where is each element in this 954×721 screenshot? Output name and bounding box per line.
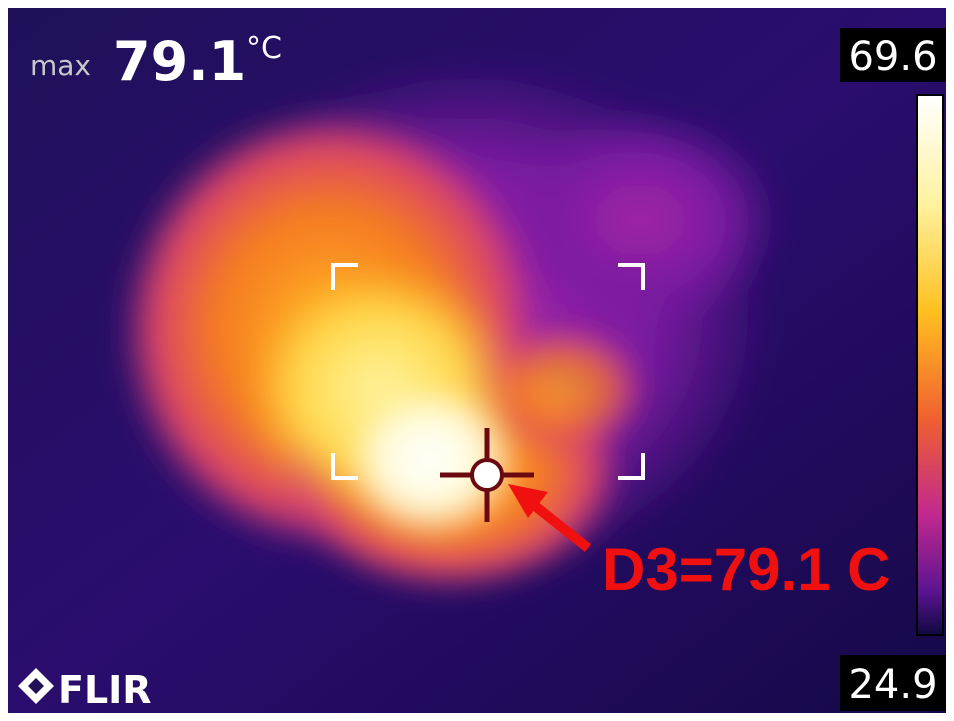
scale-bottom: 24.9 — [848, 662, 937, 708]
unit: °C — [246, 31, 282, 66]
annotation: D3=79.1 C — [602, 536, 891, 603]
max-value: 79.1 — [113, 30, 246, 93]
thermal-view: D3=79.1 C max 79.1 °C 69.6 24.9 FLIR — [0, 0, 954, 721]
logo-text: FLIR — [58, 668, 152, 712]
color-scale — [917, 95, 943, 635]
max-label: max — [30, 49, 91, 82]
page: D3=79.1 C max 79.1 °C 69.6 24.9 FLIR (()… — [0, 0, 954, 721]
scale-top: 69.6 — [848, 34, 937, 80]
